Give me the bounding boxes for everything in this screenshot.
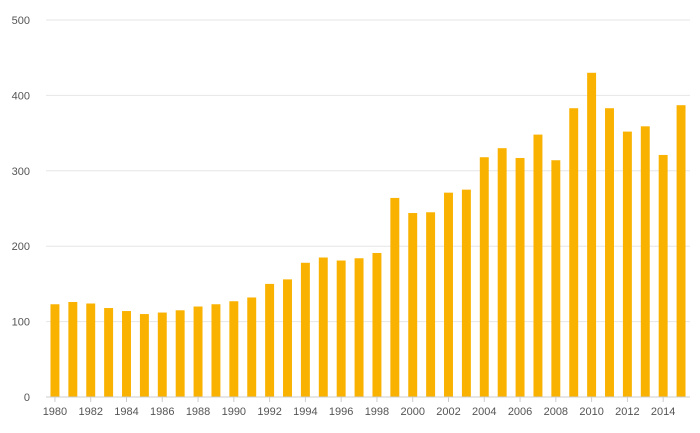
- y-tick-label-300: 300: [12, 166, 30, 178]
- bar-2004: [479, 157, 489, 397]
- gridlines: [46, 19, 690, 323]
- x-tick-label-2014: 2014: [651, 406, 675, 418]
- y-tick-label-200: 200: [12, 241, 30, 253]
- bar-1999: [390, 197, 400, 397]
- bar-2002: [444, 192, 453, 397]
- x-tick-label-1988: 1988: [186, 406, 210, 418]
- x-axis-ticks: [54, 397, 664, 402]
- bar-1980: [50, 304, 60, 397]
- x-tick-label-2012: 2012: [615, 406, 639, 418]
- y-tick-label-100: 100: [12, 317, 30, 329]
- bar-2001: [426, 212, 436, 397]
- y-tick-label-500: 500: [12, 15, 30, 27]
- x-tick-label-1984: 1984: [114, 406, 138, 418]
- bar-2000: [408, 213, 418, 397]
- bar-1993: [283, 279, 292, 397]
- x-tick-label-1982: 1982: [78, 406, 102, 418]
- bar-2011: [605, 108, 614, 397]
- bar-1994: [300, 262, 310, 397]
- y-tick-label-0: 0: [24, 392, 30, 404]
- bar-1991: [247, 297, 257, 397]
- x-tick-label-1990: 1990: [222, 406, 246, 418]
- bar-2010: [587, 72, 597, 397]
- bar-1981: [68, 301, 78, 397]
- bar-2014: [658, 154, 668, 397]
- y-axis-tick-labels: 0 100 200 300 400 500: [12, 15, 30, 404]
- x-tick-label-2000: 2000: [400, 406, 424, 418]
- bar-1984: [122, 311, 131, 397]
- bar-1990: [229, 301, 239, 397]
- x-tick-label-2006: 2006: [508, 406, 532, 418]
- x-tick-label-2004: 2004: [472, 406, 496, 418]
- bar-1998: [372, 252, 382, 397]
- bar-1983: [104, 308, 114, 397]
- bar-2006: [515, 157, 525, 397]
- x-tick-label-1994: 1994: [293, 406, 317, 418]
- x-tick-label-1980: 1980: [43, 406, 67, 418]
- bar-1985: [139, 314, 149, 397]
- x-tick-label-2010: 2010: [579, 406, 603, 418]
- bar-1995: [318, 257, 328, 397]
- bar-1997: [354, 258, 364, 397]
- bar-2005: [497, 148, 507, 397]
- bar-2003: [461, 189, 471, 397]
- x-tick-label-1992: 1992: [257, 406, 281, 418]
- bar-2009: [569, 108, 579, 397]
- y-tick-label-400: 400: [12, 90, 30, 102]
- x-axis-tick-labels: 1980 1982 1984 1986 1988 1990 1992 1994 1996 1998…: [43, 406, 676, 418]
- bar-2007: [533, 134, 543, 397]
- bar-1996: [336, 260, 346, 397]
- bar-1992: [265, 283, 275, 397]
- bar-1989: [211, 304, 221, 397]
- bar-series: [50, 72, 686, 398]
- bar-1982: [86, 303, 96, 397]
- x-tick-label-1998: 1998: [365, 406, 389, 418]
- x-tick-label-1986: 1986: [150, 406, 174, 418]
- x-tick-label-1996: 1996: [329, 406, 353, 418]
- bar-2008: [551, 160, 561, 397]
- bar-2013: [640, 126, 650, 398]
- bar-1988: [193, 306, 203, 397]
- bar-1987: [175, 310, 185, 397]
- bar-2015: [676, 105, 686, 398]
- x-tick-label-2002: 2002: [436, 406, 460, 418]
- bar-1986: [157, 312, 167, 397]
- bar-2012: [622, 131, 632, 398]
- x-tick-label-2008: 2008: [544, 406, 568, 418]
